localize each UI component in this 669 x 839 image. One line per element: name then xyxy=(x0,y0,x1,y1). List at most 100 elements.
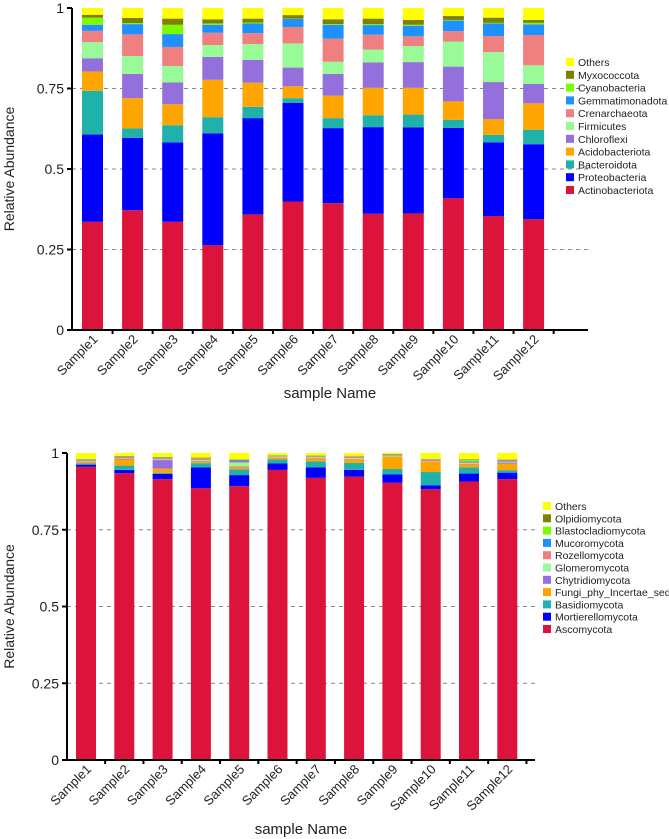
x-tick-label: Sample4 xyxy=(162,762,209,809)
legend-label: Rozellomycota xyxy=(555,550,624,562)
bar-segment-myxococcota xyxy=(82,14,103,18)
legend-swatch xyxy=(543,575,551,584)
legend-label: Cyanobacteria xyxy=(578,83,646,95)
bar-segment-proteobacteria xyxy=(122,137,144,211)
bar-segment-olpidiomycota xyxy=(459,459,479,460)
bar-segment-gemmatimonadota xyxy=(483,23,504,37)
legend-swatch xyxy=(543,538,551,547)
bar-segment-basidiomycota xyxy=(344,462,365,470)
legend-label: Bacteroidota xyxy=(578,159,637,171)
bar-segment-actinobacteriota xyxy=(402,213,424,330)
bar-segment-ascomycota xyxy=(420,489,441,760)
bar-segment-glomeromycota xyxy=(305,457,326,458)
bar-segment-actinobacteriota xyxy=(242,214,264,330)
bar-segment-bacteroidota xyxy=(362,115,384,128)
bar-segment-cyanobacteria xyxy=(442,19,464,21)
bar-segment-crenarchaeota xyxy=(202,32,224,46)
bar-segment-others xyxy=(267,453,288,456)
legend-swatch xyxy=(543,563,551,572)
bar-segment-ascomycota xyxy=(305,477,326,760)
bar-segment-ascomycota xyxy=(267,469,288,760)
bar-segment-cyanobacteria xyxy=(82,17,103,25)
bar-segment-actinobacteriota xyxy=(202,245,224,330)
bar-segment-cyanobacteria xyxy=(523,22,545,25)
bar-segment-ascomycota xyxy=(190,488,211,760)
bar-segment-others xyxy=(190,453,211,458)
bar-segment-firmicutes xyxy=(362,49,384,63)
bar-segment-crenarchaeota xyxy=(402,36,424,46)
bar-segment-proteobacteria xyxy=(322,128,344,204)
bar-segment-others xyxy=(523,8,545,20)
bar-segment-myxococcota xyxy=(122,17,144,24)
bar-segment-firmicutes xyxy=(442,41,464,67)
bar-segment-fungi-phy-incertae-sedis xyxy=(305,458,326,462)
bar-segment-fungi-phy-incertae-sedis xyxy=(76,462,96,464)
bar-segment-basidiomycota xyxy=(76,463,96,465)
x-tick-label: Sample6 xyxy=(239,762,286,809)
bar-segment-others xyxy=(162,8,184,19)
legend-swatch xyxy=(566,58,574,66)
bar-segment-chloroflexi xyxy=(483,82,504,120)
bar-segment-proteobacteria xyxy=(162,142,184,222)
bar-segment-mucoromycota xyxy=(459,461,479,462)
bar-segment-acidobacteriota xyxy=(442,101,464,120)
y-tick-label: 0.5 xyxy=(45,161,65,177)
bar-segment-cyanobacteria xyxy=(122,23,144,25)
y-tick-label: 1 xyxy=(56,0,64,16)
bar-segment-proteobacteria xyxy=(483,142,504,217)
legend-label: Olpidiomycota xyxy=(555,513,622,525)
bar-segment-others xyxy=(442,8,464,17)
bar-segment-mucoromycota xyxy=(229,460,250,462)
x-tick-label: Sample2 xyxy=(86,762,133,809)
bar-segment-crenarchaeota xyxy=(523,35,545,66)
bar-segment-actinobacteriota xyxy=(483,216,504,330)
bar-segment-chloroflexi xyxy=(282,67,304,87)
legend-swatch xyxy=(566,173,574,182)
bar-segment-bacteroidota xyxy=(442,119,464,128)
bar-segment-acidobacteriota xyxy=(122,98,144,129)
bar-segment-basidiomycota xyxy=(190,463,211,468)
bar-segment-fungi-phy-incertae-sedis xyxy=(229,466,250,470)
bar-segment-myxococcota xyxy=(162,18,184,25)
bar-segment-rozellomycota xyxy=(344,456,365,459)
bar-segment-crenarchaeota xyxy=(483,36,504,53)
bar-segment-chloroflexi xyxy=(242,59,264,83)
bar-segment-fungi-phy-incertae-sedis xyxy=(344,459,365,463)
legend-label: Crenarchaeota xyxy=(578,108,648,120)
bar-segment-mortierellomycota xyxy=(305,467,326,478)
x-tick-label: Sample3 xyxy=(124,762,171,809)
bar-segment-others xyxy=(242,8,264,19)
chart-2: 00.250.50.751Sample1Sample2Sample3Sample… xyxy=(1,445,669,838)
legend-swatch xyxy=(566,122,574,130)
legend-label: Firmicutes xyxy=(578,121,626,133)
bar-segment-glomeromycota xyxy=(229,462,250,467)
bar-segment-ascomycota xyxy=(76,466,96,760)
legend-swatch xyxy=(543,612,551,621)
bar-segment-cyanobacteria xyxy=(483,22,504,24)
bar-segment-basidiomycota xyxy=(420,472,441,486)
legend-swatch xyxy=(566,186,574,194)
bar-segment-fungi-phy-incertae-sedis xyxy=(152,468,173,473)
bar-segment-mortierellomycota xyxy=(497,472,518,480)
bar-segment-basidiomycota xyxy=(382,468,403,475)
bar-segment-mortierellomycota xyxy=(267,463,288,470)
y-tick-label: 1 xyxy=(51,445,59,461)
bar-segment-others xyxy=(362,8,384,19)
bar-segment-basidiomycota xyxy=(497,470,518,473)
bar-segment-acidobacteriota xyxy=(202,79,224,118)
bar-segment-rozellomycota xyxy=(190,458,211,461)
bar-segment-actinobacteriota xyxy=(523,219,545,330)
bar-segment-firmicutes xyxy=(82,42,103,59)
bar-segment-mucoromycota xyxy=(152,457,173,459)
bar-segment-mortierellomycota xyxy=(76,464,96,467)
bar-segment-cyanobacteria xyxy=(322,24,344,25)
legend-label: Proteobacteria xyxy=(578,172,646,184)
bar-segment-cyanobacteria xyxy=(362,24,384,26)
legend-label: Others xyxy=(555,501,587,513)
bar-segment-chloroflexi xyxy=(402,62,424,88)
bar-segment-glomeromycota xyxy=(267,456,288,458)
bar-segment-gemmatimonadota xyxy=(202,24,224,33)
bar-segment-acidobacteriota xyxy=(402,87,424,115)
y-tick-label: 0 xyxy=(51,752,59,768)
bar-segment-chloroflexi xyxy=(82,58,103,72)
